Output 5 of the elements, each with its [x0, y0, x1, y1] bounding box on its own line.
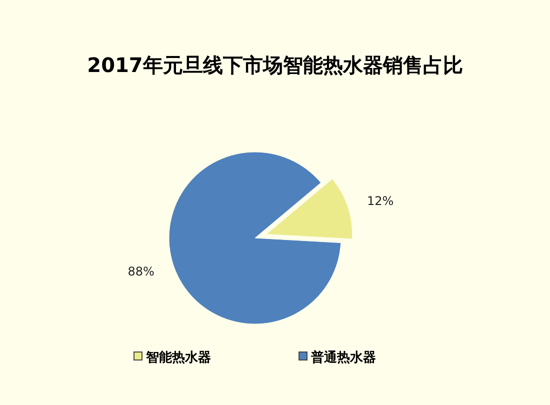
legend-label: 普通热水器 — [310, 350, 376, 366]
data-label: 88% — [128, 264, 154, 279]
chart-title: 2017年元旦线下市场智能热水器销售占比 — [87, 53, 463, 77]
legend-label: 智能热水器 — [145, 350, 211, 366]
data-label: 12% — [366, 194, 394, 208]
